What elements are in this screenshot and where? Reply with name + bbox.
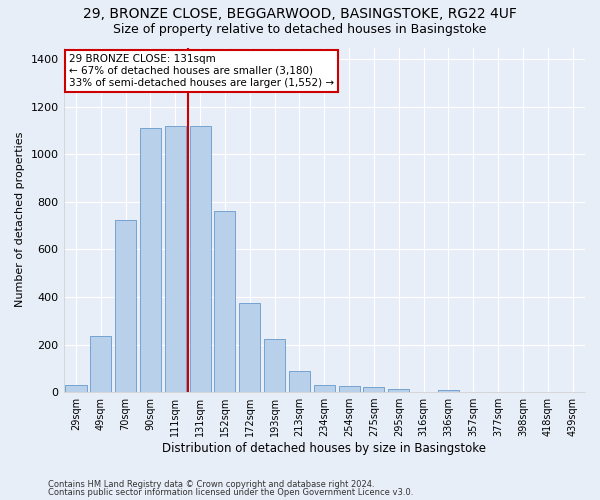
Bar [239, 303, 260, 392]
Bar [364, 388, 385, 392]
Bar [140, 128, 161, 392]
Y-axis label: Number of detached properties: Number of detached properties [15, 132, 25, 308]
Bar [314, 385, 335, 392]
Text: 29 BRONZE CLOSE: 131sqm
← 67% of detached houses are smaller (3,180)
33% of semi: 29 BRONZE CLOSE: 131sqm ← 67% of detache… [69, 54, 334, 88]
Bar [90, 336, 112, 392]
Bar [65, 385, 86, 392]
Bar [115, 220, 136, 392]
Bar [264, 338, 285, 392]
Text: 29, BRONZE CLOSE, BEGGARWOOD, BASINGSTOKE, RG22 4UF: 29, BRONZE CLOSE, BEGGARWOOD, BASINGSTOK… [83, 8, 517, 22]
Bar [190, 126, 211, 392]
Bar [438, 390, 459, 392]
Bar [289, 370, 310, 392]
Bar [165, 126, 186, 392]
Text: Contains HM Land Registry data © Crown copyright and database right 2024.: Contains HM Land Registry data © Crown c… [48, 480, 374, 489]
Text: Size of property relative to detached houses in Basingstoke: Size of property relative to detached ho… [113, 22, 487, 36]
Bar [338, 386, 359, 392]
Bar [388, 388, 409, 392]
Bar [214, 212, 235, 392]
Text: Contains public sector information licensed under the Open Government Licence v3: Contains public sector information licen… [48, 488, 413, 497]
X-axis label: Distribution of detached houses by size in Basingstoke: Distribution of detached houses by size … [162, 442, 486, 455]
